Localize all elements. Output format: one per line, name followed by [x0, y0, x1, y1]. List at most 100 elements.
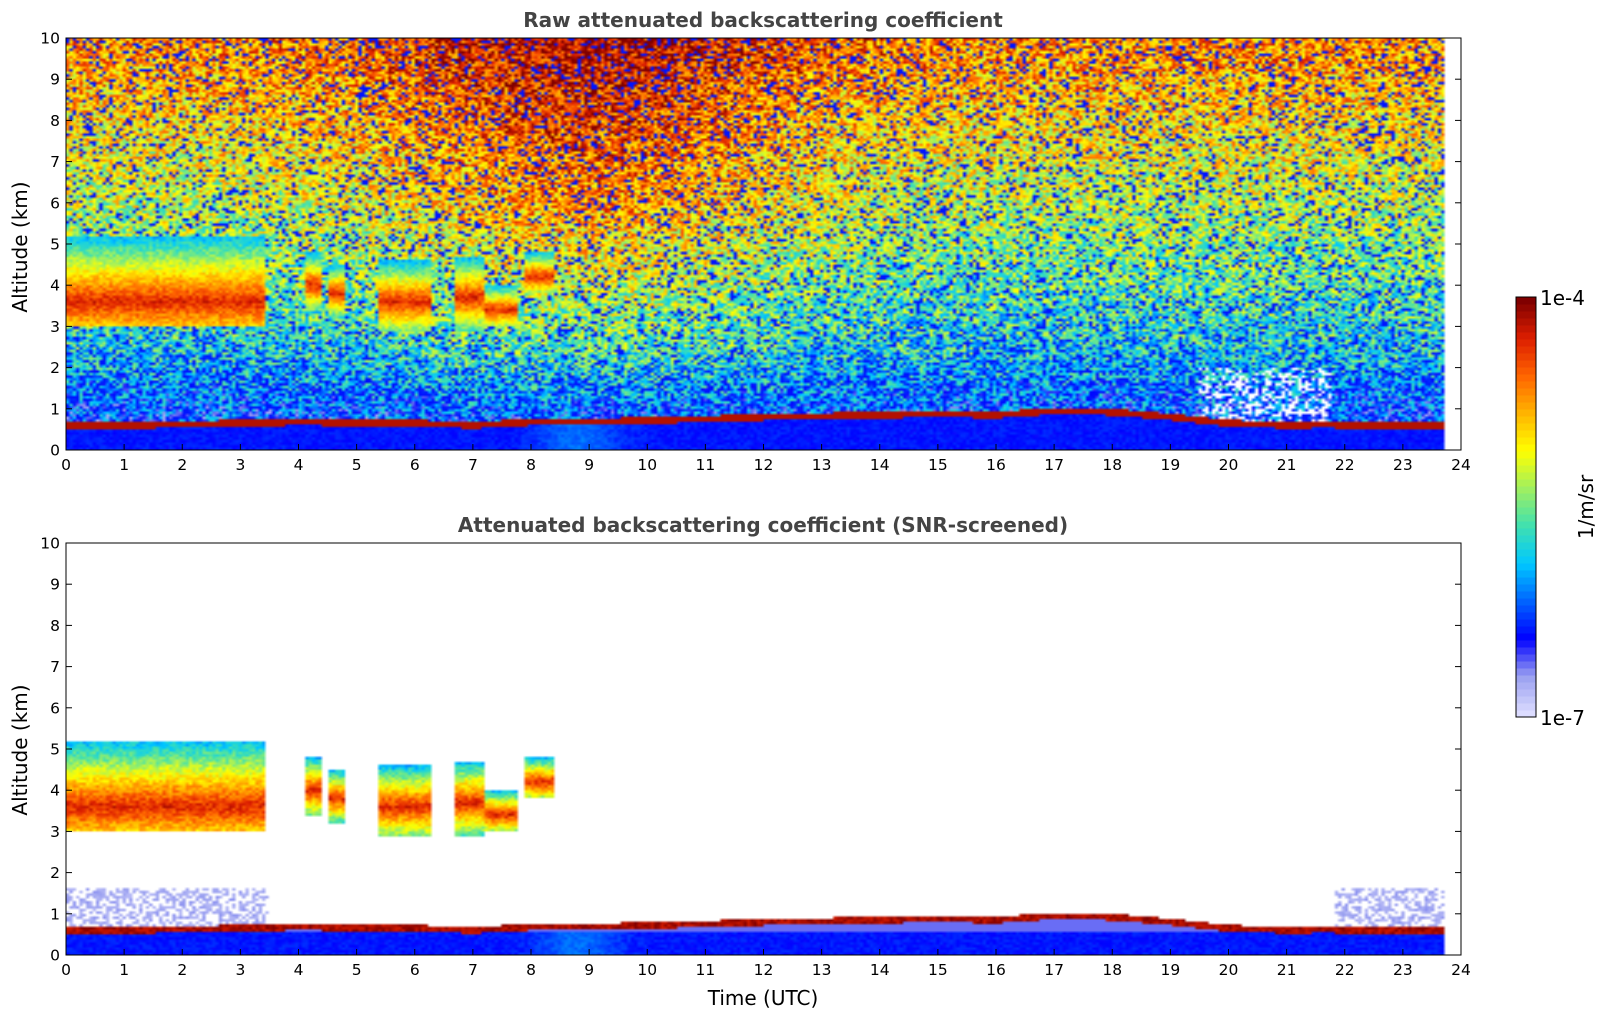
colorbar-step — [1516, 416, 1536, 424]
colorbar-step — [1516, 563, 1536, 571]
x-tick-label: 24 — [1451, 456, 1471, 474]
x-tick-label: 0 — [61, 961, 71, 979]
y-tick-label: 7 — [50, 658, 60, 676]
colorbar-step — [1516, 395, 1536, 403]
colorbar-step — [1516, 703, 1536, 711]
x-tick-label: 15 — [928, 456, 948, 474]
y-axis-label: Altitude (km) — [8, 181, 32, 312]
colorbar-step — [1516, 577, 1536, 585]
y-tick-label: 4 — [50, 277, 60, 295]
colorbar-step — [1516, 367, 1536, 375]
x-tick-label: 17 — [1044, 961, 1064, 979]
colorbar-step — [1516, 668, 1536, 676]
x-tick-label: 8 — [526, 961, 536, 979]
y-tick-label: 9 — [50, 71, 60, 89]
y-tick-label: 6 — [50, 699, 60, 717]
y-tick-label: 3 — [50, 318, 60, 336]
y-tick-label: 5 — [50, 236, 60, 254]
colorbar-step — [1516, 682, 1536, 690]
colorbar-step — [1516, 318, 1536, 326]
raw-backscatter-panel: Raw attenuated backscattering coefficien… — [8, 8, 1471, 474]
backscatter-heatmap — [66, 38, 1461, 450]
colorbar-step — [1516, 451, 1536, 459]
colorbar-max-label: 1e-4 — [1540, 286, 1585, 310]
snr-screened-panel: Attenuated backscattering coefficient (S… — [8, 513, 1471, 1010]
colorbar-step — [1516, 332, 1536, 340]
x-tick-label: 15 — [928, 961, 948, 979]
x-tick-label: 22 — [1335, 456, 1355, 474]
x-tick-label: 11 — [696, 961, 716, 979]
colorbar-step — [1516, 605, 1536, 613]
x-tick-label: 4 — [294, 961, 304, 979]
colorbar-step — [1516, 633, 1536, 641]
x-tick-label: 4 — [294, 456, 304, 474]
panel-title: Raw attenuated backscattering coefficien… — [523, 8, 1003, 32]
colorbar-step — [1516, 388, 1536, 396]
y-tick-label: 1 — [50, 905, 60, 923]
colorbar-step — [1516, 521, 1536, 529]
x-tick-label: 2 — [177, 961, 187, 979]
colorbar-step — [1516, 353, 1536, 361]
x-tick-label: 14 — [870, 961, 890, 979]
x-tick-label: 10 — [637, 456, 657, 474]
y-tick-label: 3 — [50, 823, 60, 841]
colorbar-step — [1516, 374, 1536, 382]
colorbar-step — [1516, 381, 1536, 389]
colorbar-step — [1516, 472, 1536, 480]
x-tick-label: 2 — [177, 456, 187, 474]
x-axis-ticks: 0 1 2 3 4 5 6 7 8 9 10 11 12 13 14 15 16 17 18 19 20 21 22 23 24 — [61, 949, 1471, 979]
x-axis-ticks: 0 1 2 3 4 5 6 7 8 9 10 11 12 13 14 15 16 17 18 19 20 21 22 23 24 — [61, 444, 1471, 474]
colorbar-step — [1516, 619, 1536, 627]
x-tick-label: 7 — [468, 961, 478, 979]
x-tick-label: 10 — [637, 961, 657, 979]
x-tick-label: 16 — [986, 961, 1006, 979]
x-tick-label: 8 — [526, 456, 536, 474]
x-tick-label: 9 — [584, 961, 594, 979]
colorbar-step — [1516, 584, 1536, 592]
x-tick-label: 21 — [1277, 456, 1297, 474]
colorbar-step — [1516, 570, 1536, 578]
x-axis-label: Time (UTC) — [707, 986, 819, 1010]
colorbar-step — [1516, 346, 1536, 354]
colorbar-step — [1516, 661, 1536, 669]
y-axis-ticks: 0 1 2 3 4 5 6 7 8 9 10 — [40, 535, 1461, 965]
y-tick-label: 2 — [50, 864, 60, 882]
colorbar-step — [1516, 542, 1536, 550]
colorbar-step — [1516, 549, 1536, 557]
colorbar-unit-label: 1/m/sr — [1574, 474, 1598, 539]
y-tick-label: 7 — [50, 153, 60, 171]
y-tick-label: 1 — [50, 400, 60, 418]
colorbar-frame — [1515, 296, 1537, 718]
colorbar-step — [1516, 430, 1536, 438]
colorbar-step — [1516, 409, 1536, 417]
x-tick-label: 24 — [1451, 961, 1471, 979]
x-tick-label: 3 — [235, 456, 245, 474]
colorbar-step — [1516, 689, 1536, 697]
colorbar-step — [1516, 626, 1536, 634]
x-tick-label: 23 — [1393, 456, 1413, 474]
colorbar-step — [1516, 486, 1536, 494]
x-tick-label: 1 — [119, 456, 129, 474]
y-axis-label: Altitude (km) — [8, 684, 32, 815]
x-tick-label: 11 — [696, 456, 716, 474]
x-tick-label: 20 — [1219, 456, 1239, 474]
y-tick-label: 0 — [50, 947, 60, 965]
colorbar-step — [1516, 437, 1536, 445]
y-tick-label: 6 — [50, 194, 60, 212]
x-tick-label: 0 — [61, 456, 71, 474]
colorbar-step — [1516, 696, 1536, 704]
y-tick-label: 4 — [50, 782, 60, 800]
x-tick-label: 5 — [352, 456, 362, 474]
colorbar-step — [1516, 423, 1536, 431]
colorbar-step — [1516, 556, 1536, 564]
y-tick-label: 5 — [50, 741, 60, 759]
colorbar-step — [1516, 654, 1536, 662]
colorbar-step — [1516, 444, 1536, 452]
colorbar-step — [1516, 479, 1536, 487]
colorbar-step — [1516, 311, 1536, 319]
x-tick-label: 14 — [870, 456, 890, 474]
colorbar-step — [1516, 647, 1536, 655]
colorbar: 1e-4 1e-7 1/m/sr — [1515, 286, 1598, 730]
y-tick-label: 10 — [40, 30, 60, 48]
colorbar-step — [1516, 297, 1536, 305]
